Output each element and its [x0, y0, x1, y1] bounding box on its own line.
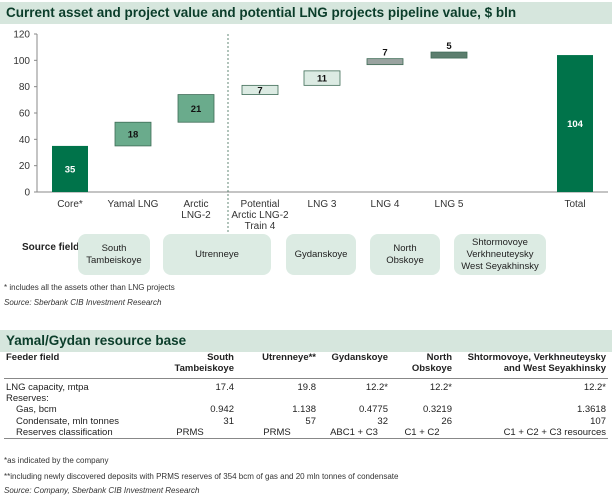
x-tick-label: Total [564, 199, 585, 210]
waterfall-chart: 0 20 40 60 80 100 120 Core* Yamal LNG ArcticLNG-… [13, 30, 608, 234]
x-tick-label: Yamal LNG [108, 199, 159, 210]
table-cell: ABC1 + C3 [318, 427, 390, 439]
table-header-row: Feeder field South Tambeiskoye Utrenneye… [4, 352, 608, 379]
bar [303, 70, 341, 86]
table-cell [144, 393, 236, 405]
table-footnote: *as indicated by the company [4, 456, 109, 465]
source-field-box: South Tambeiskoye [78, 234, 150, 275]
data-label: 18 [128, 130, 139, 141]
x-tick-label: Core* [57, 199, 83, 210]
y-tick-label: 80 [19, 82, 31, 93]
chart-footnote: * includes all the assets other than LNG… [4, 283, 175, 292]
source-field-box: North Obskoye [370, 234, 440, 275]
source-field-box: Gydanskoye [286, 234, 356, 275]
y-tick-label: 120 [13, 30, 30, 41]
bar [177, 94, 215, 123]
table-cell [236, 393, 318, 405]
data-label: 11 [317, 74, 328, 85]
table-cell [454, 393, 608, 405]
table-cell: C1 + C2 [390, 427, 454, 439]
table-cell: LNG capacity, mtpa [6, 381, 89, 393]
data-label: 5 [446, 41, 452, 52]
table-cell: PRMS [236, 427, 318, 439]
table-row: LNG capacity, mtpa 17.4 19.8 12.2* 12.2*… [4, 378, 608, 393]
table-cell: 12.2* [365, 381, 388, 393]
table-row: Reserves classification PRMS PRMS ABC1 +… [4, 427, 608, 439]
table-cell: 107 [590, 415, 606, 427]
table-cell [390, 393, 454, 405]
table-header-cell: North Obskoye [390, 352, 454, 379]
table-cell: 17.4 [215, 381, 235, 393]
bar [557, 55, 593, 192]
y-tick-label: 60 [19, 109, 31, 120]
table-source-note: Source: Company, Sberbank CIB Investment… [4, 486, 200, 495]
y-tick-label: 20 [19, 161, 31, 172]
x-tick-label: LNG-2 [181, 210, 211, 221]
table-header-cell: South Tambeiskoye [144, 352, 236, 379]
table-cell: 32 [377, 415, 388, 427]
data-label: 7 [257, 85, 262, 96]
table-cell: 0.942 [210, 404, 234, 416]
table-header-cell: Utrenneye** [236, 352, 318, 379]
data-label: 21 [191, 104, 202, 115]
x-tick-label: Arctic [184, 199, 209, 210]
table-cell: Condensate, mln tonnes [16, 415, 119, 427]
table-cell: Reserves: [6, 392, 49, 404]
bar [52, 145, 88, 192]
bar [430, 51, 468, 59]
table-header-cell: Gydanskoye [318, 352, 390, 379]
bar [241, 84, 279, 95]
chart-source-note: Source: Sberbank CIB Investment Research [4, 298, 162, 307]
x-tick-label: Potential [241, 199, 280, 210]
table-cell: Gas, bcm [16, 404, 57, 416]
table-row: Gas, bcm 0.942 1.138 0.4775 0.3219 1.361… [4, 404, 608, 416]
x-tick-label: LNG 3 [308, 199, 337, 210]
source-field-box: Utrenneye [163, 234, 271, 275]
table-cell: 0.4775 [358, 404, 388, 416]
table-cell: 12.2* [583, 381, 606, 393]
table-header-cell: Feeder field [4, 352, 144, 379]
bars: 35 18 21 7 11 7 5 104 [52, 41, 593, 192]
table-cell: 31 [223, 415, 234, 427]
table-cell: C1 + C2 + C3 resources [454, 427, 608, 439]
data-label: 104 [567, 119, 584, 130]
x-tick-label: LNG 5 [435, 199, 464, 210]
source-field-box: Shtormovoye Verkhneuteysky West Seyakhin… [454, 234, 546, 275]
y-tick-label: 100 [13, 56, 30, 67]
table-header-cell: Shtormovoye, Verkhneuteysky and West Sey… [454, 352, 608, 379]
table-cell: PRMS [144, 427, 236, 439]
data-label: 7 [382, 48, 387, 59]
table-cell: 0.3219 [422, 404, 452, 416]
table-row: Condensate, mln tonnes 31 57 32 26 107 [4, 416, 608, 428]
x-tick-label: Train 4 [245, 221, 276, 232]
chart-title: Current asset and project value and pote… [0, 2, 612, 24]
table-title: Yamal/Gydan resource base [0, 330, 612, 352]
table-cell: 12.2* [429, 381, 452, 393]
table-cell: Reserves classification [4, 427, 144, 439]
y-tick-label: 0 [24, 188, 30, 199]
table-cell: 26 [441, 415, 452, 427]
bar [114, 121, 152, 147]
y-axis: 0 20 40 60 80 100 120 [13, 30, 38, 199]
x-tick-label: LNG 4 [371, 199, 400, 210]
table-row: Reserves: [4, 393, 608, 405]
resource-table: Feeder field South Tambeiskoye Utrenneye… [4, 352, 608, 439]
source-fields-label: Source fields: [22, 242, 89, 253]
table-cell: 1.3618 [576, 404, 606, 416]
bar [366, 58, 404, 66]
y-tick-label: 40 [19, 135, 31, 146]
data-label: 35 [65, 164, 76, 175]
table-cell: 57 [305, 415, 316, 427]
table-cell: 19.8 [297, 381, 317, 393]
x-tick-label: Arctic LNG-2 [231, 210, 289, 221]
table-cell [318, 393, 390, 405]
table-footnote: **including newly discovered deposits wi… [4, 472, 399, 481]
table-cell: 1.138 [292, 404, 316, 416]
